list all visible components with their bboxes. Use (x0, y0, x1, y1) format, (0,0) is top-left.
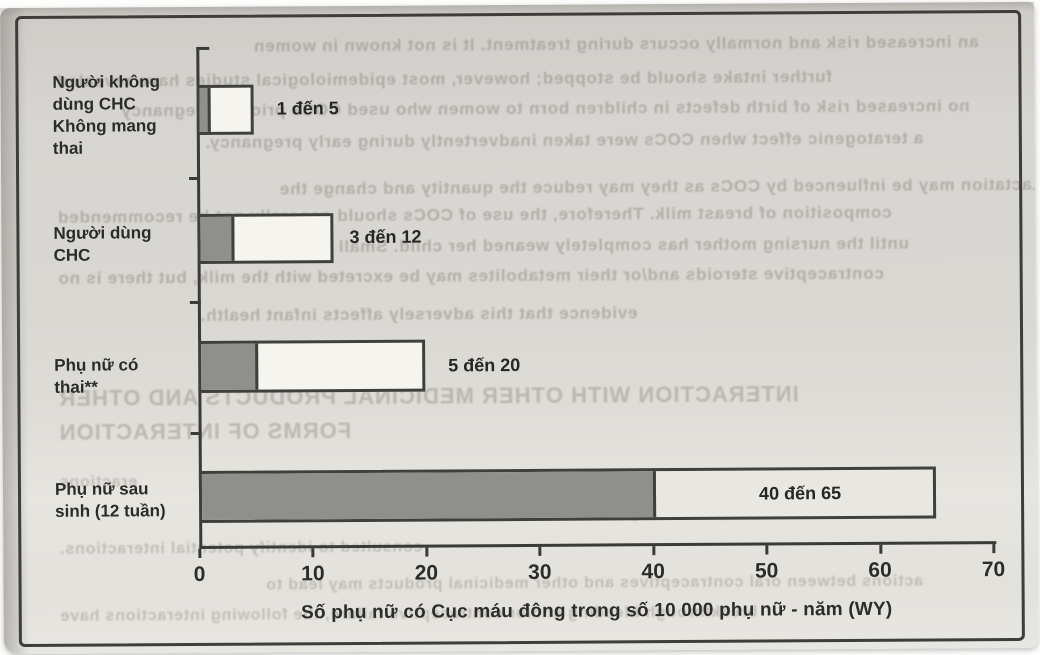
bar-range-segment-2 (198, 339, 426, 393)
bar-low-segment-3 (201, 471, 657, 520)
category-boundary-tick (190, 431, 202, 436)
x-tick-label-10: 10 (301, 562, 325, 586)
bar-row-chc-users (197, 209, 991, 264)
x-tick-label-40: 40 (641, 560, 665, 584)
category-label-no-chc-not-pregnant: Người không dùng CHC Không mang thai (52, 72, 161, 158)
category-boundary-tick (189, 176, 201, 181)
x-tick-label-70: 70 (981, 558, 1006, 582)
bar-row-postpartum-women (198, 466, 993, 523)
x-tick-mark (311, 548, 315, 558)
x-tick-label-50: 50 (754, 559, 779, 583)
category-label-postpartum-women: Phụ nữ sau sinh (12 tuần) (54, 479, 166, 521)
category-label-pregnant-women: Phụ nữ có thai** (54, 355, 139, 397)
x-tick-mark (198, 548, 202, 558)
category-boundary-tick (189, 300, 201, 305)
category-label-chc-users: Người dùng CHC (53, 223, 152, 265)
x-tick-label-60: 60 (868, 558, 892, 582)
x-tick-mark (878, 544, 882, 554)
x-tick-label-30: 30 (528, 560, 552, 584)
x-tick-mark (765, 545, 769, 555)
x-tick-label-20: 20 (414, 561, 439, 585)
bar-low-segment-0 (199, 87, 211, 132)
bar-range-segment-1 (197, 213, 334, 264)
bar-chart-plot-area: 1 đến 5 3 đến 12 5 đến 20 40 đến 65 0 10… (189, 42, 1005, 623)
bar-low-segment-1 (200, 216, 235, 261)
bar-low-segment-2 (201, 343, 259, 390)
x-tick-mark (538, 546, 542, 556)
range-label-3-to-12: 3 đến 12 (349, 226, 422, 248)
range-label-40-to-65: 40 đến 65 (758, 483, 842, 504)
range-label-1-to-5: 1 đến 5 (276, 98, 339, 119)
bar-row-pregnant-women (198, 336, 992, 393)
x-tick-mark (652, 546, 656, 556)
bar-range-segment-0 (196, 84, 254, 135)
x-tick-mark (992, 544, 996, 554)
range-label-5-to-20: 5 đến 20 (448, 354, 521, 376)
x-tick-label-0: 0 (193, 562, 206, 586)
x-tick-mark (425, 547, 429, 557)
y-axis-top-tick (196, 46, 210, 50)
